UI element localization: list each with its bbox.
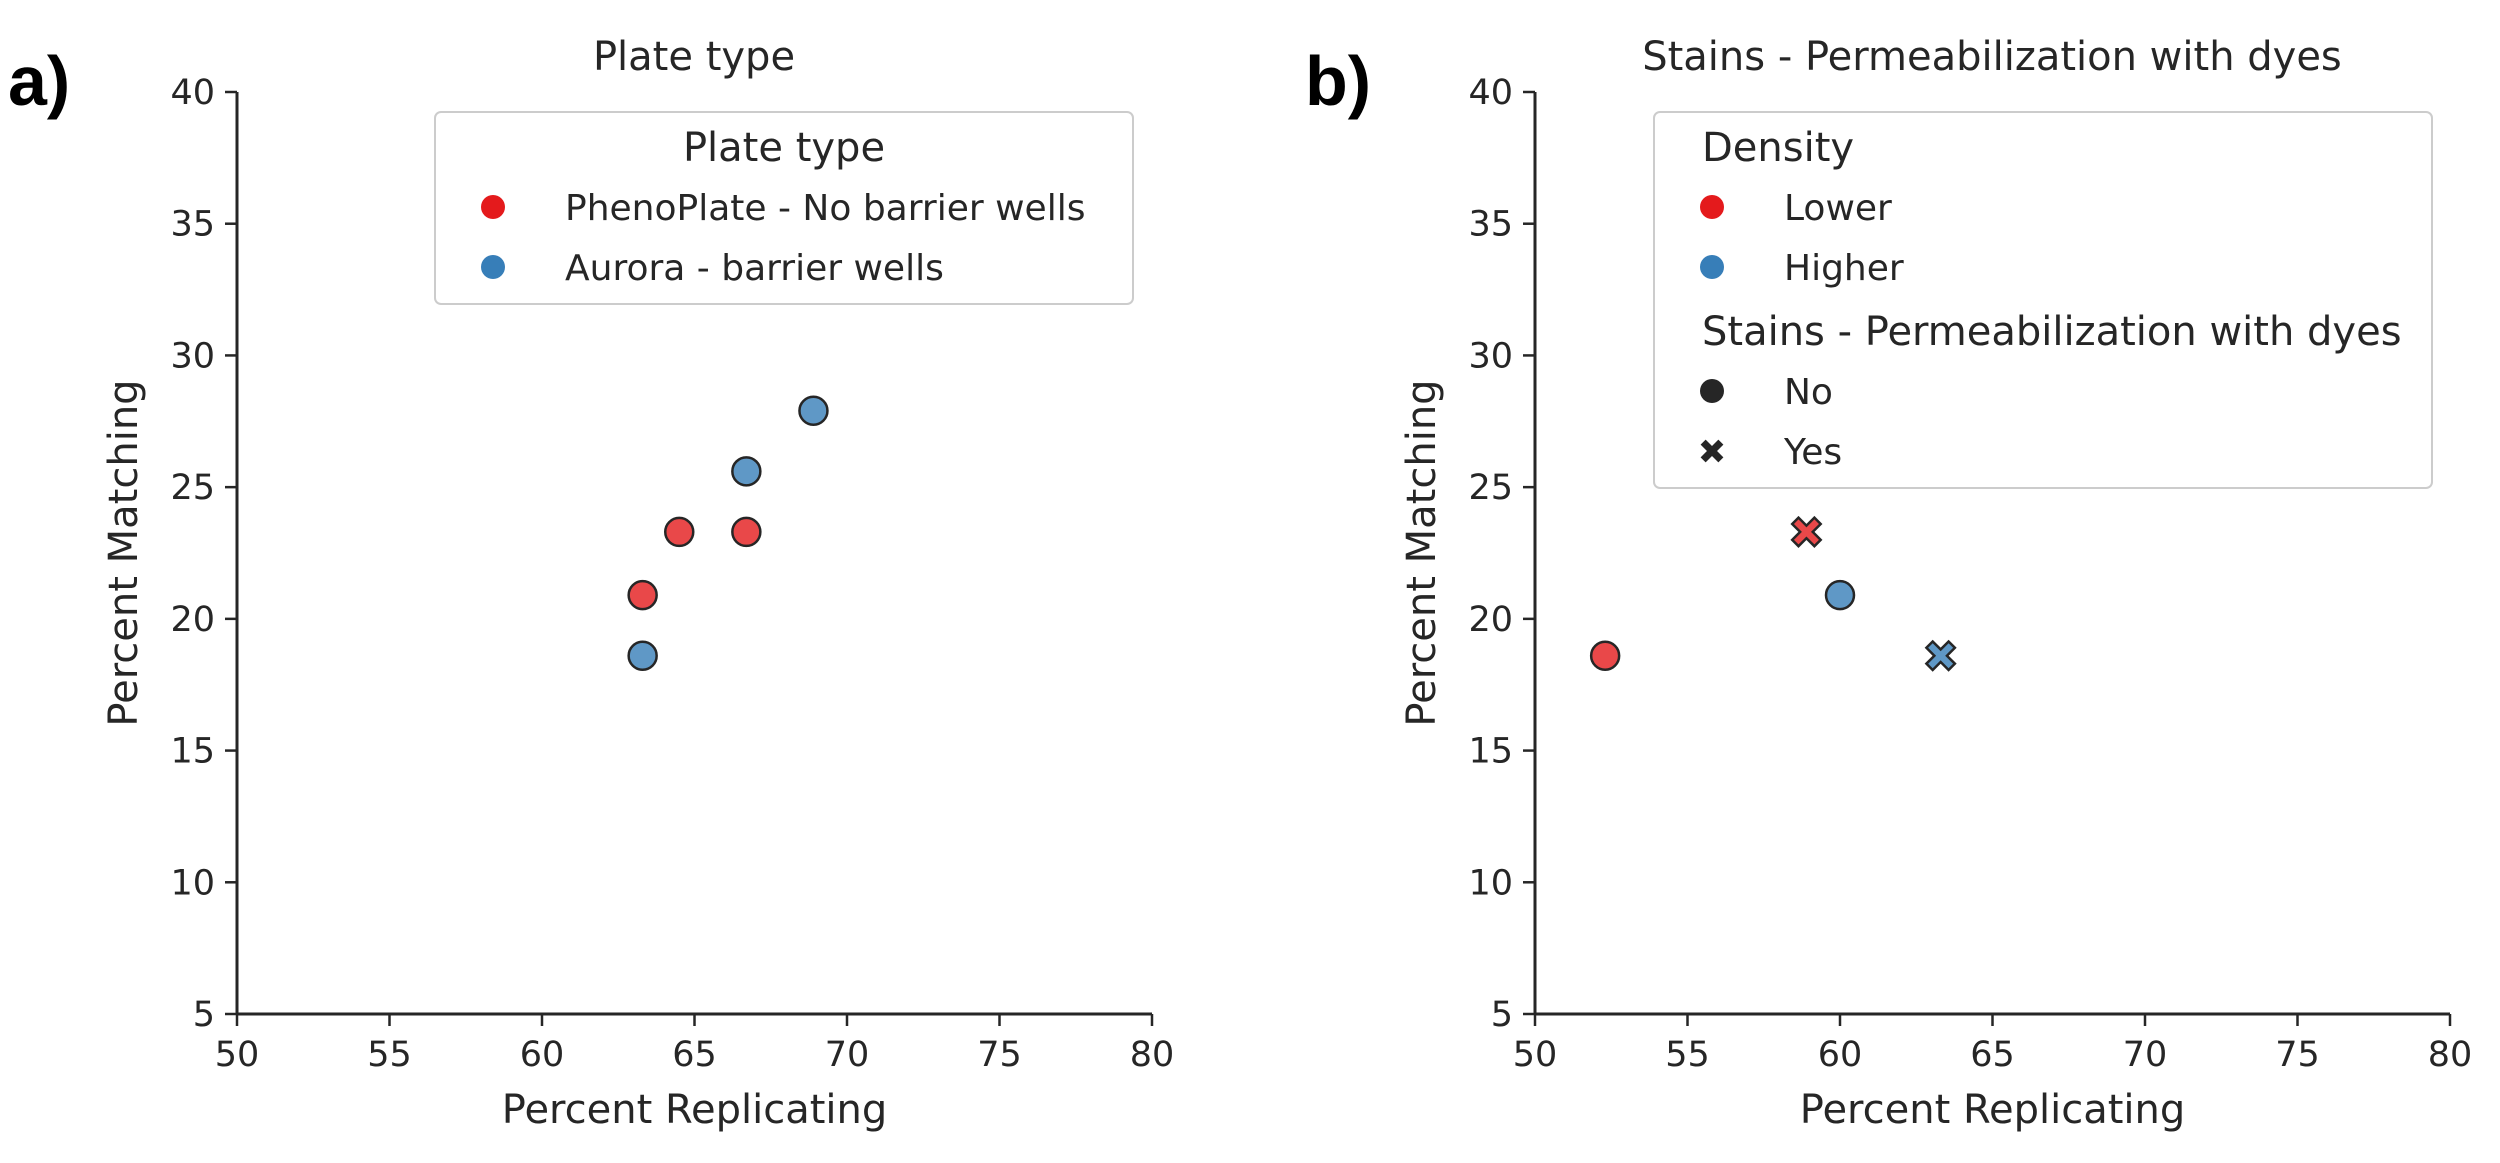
data-point (1824, 579, 1856, 611)
legend-marker-cross-icon (1700, 439, 1724, 463)
y-tick-label: 20 (1468, 600, 1513, 640)
x-tick-label: 65 (1970, 1035, 2015, 1075)
data-points (1589, 515, 1957, 672)
chart-title: Stains - Permeabilization with dyes (1642, 34, 2342, 80)
data-point (731, 516, 762, 548)
data-point (627, 640, 658, 671)
x-tick-label: 60 (520, 1035, 565, 1075)
legend-entry-label: No (1784, 372, 1833, 413)
panel-label: b) (1305, 42, 1371, 120)
x-tick-label: 55 (1665, 1035, 1710, 1075)
data-point (664, 516, 695, 548)
x-tick-label: 75 (977, 1035, 1022, 1075)
x-tick-label: 50 (1513, 1035, 1558, 1075)
legend: Density Lower Higher Stains - Permeabilizat… (1653, 111, 2433, 489)
legend-title: Plate type (683, 125, 885, 171)
y-tick-label: 25 (170, 468, 215, 508)
y-tick-label: 15 (170, 732, 215, 772)
data-point (1790, 515, 1823, 548)
legend-entry-label: Yes (1783, 432, 1842, 473)
x-tick-label: 60 (1818, 1035, 1863, 1075)
y-tick-label: 40 (170, 73, 215, 113)
x-tick-label: 75 (2275, 1035, 2320, 1075)
legend-marker-circle-icon (1700, 255, 1724, 279)
panel-label: a) (8, 42, 70, 120)
legend-entry-label: Lower (1784, 188, 1892, 229)
y-tick-label: 35 (170, 205, 215, 245)
y-tick-label: 5 (1491, 995, 1513, 1035)
chart-title: Plate type (593, 34, 795, 80)
x-tick-label: 80 (2428, 1035, 2473, 1075)
legend-marker-circle-icon (1700, 379, 1724, 403)
data-point (1924, 639, 1957, 672)
x-tick-label: 55 (367, 1035, 412, 1075)
y-tick-label: 20 (170, 600, 215, 640)
x-tick-label: 70 (825, 1035, 870, 1075)
y-tick-label: 40 (1468, 73, 1513, 113)
y-tick-label: 15 (1468, 732, 1513, 772)
x-tick-label: 80 (1130, 1035, 1175, 1075)
legend-title: Density (1702, 125, 1854, 171)
x-tick-label: 65 (672, 1035, 717, 1075)
y-axis-label: Percent Matching (1399, 379, 1445, 726)
legend-marker-circle-icon (1700, 195, 1724, 219)
data-point (731, 456, 762, 487)
legend: Plate type PhenoPlate - No barrier wells A… (434, 111, 1134, 305)
legend-entry-label: PhenoPlate - No barrier wells (565, 188, 1085, 229)
data-points (627, 395, 829, 671)
x-tick-label: 70 (2123, 1035, 2168, 1075)
y-tick-label: 35 (1468, 205, 1513, 245)
legend-frame (1653, 111, 2433, 489)
data-point (798, 395, 829, 426)
y-axis-label: Percent Matching (101, 379, 147, 726)
y-tick-label: 10 (1468, 863, 1513, 903)
y-tick-label: 25 (1468, 468, 1513, 508)
legend-frame (434, 111, 1134, 305)
x-axis-label: Percent Replicating (502, 1087, 888, 1133)
y-tick-label: 30 (170, 336, 215, 376)
x-tick-label: 50 (215, 1035, 260, 1075)
legend-title: Stains - Permeabilization with dyes (1702, 309, 2402, 355)
legend-entry-label: Aurora - barrier wells (565, 248, 944, 289)
data-point (1589, 640, 1621, 671)
data-point (627, 579, 658, 611)
legend-marker-circle-icon (481, 195, 505, 219)
legend-entry-label: Higher (1784, 248, 1904, 289)
y-tick-label: 5 (193, 995, 215, 1035)
legend-marker-circle-icon (481, 255, 505, 279)
y-tick-label: 10 (170, 863, 215, 903)
panel-a: a) Plate type 50 55 60 65 70 75 80 5 10 15 20 25 30 35 4… (8, 34, 1174, 1133)
y-tick-label: 30 (1468, 336, 1513, 376)
x-axis-label: Percent Replicating (1800, 1087, 2186, 1133)
